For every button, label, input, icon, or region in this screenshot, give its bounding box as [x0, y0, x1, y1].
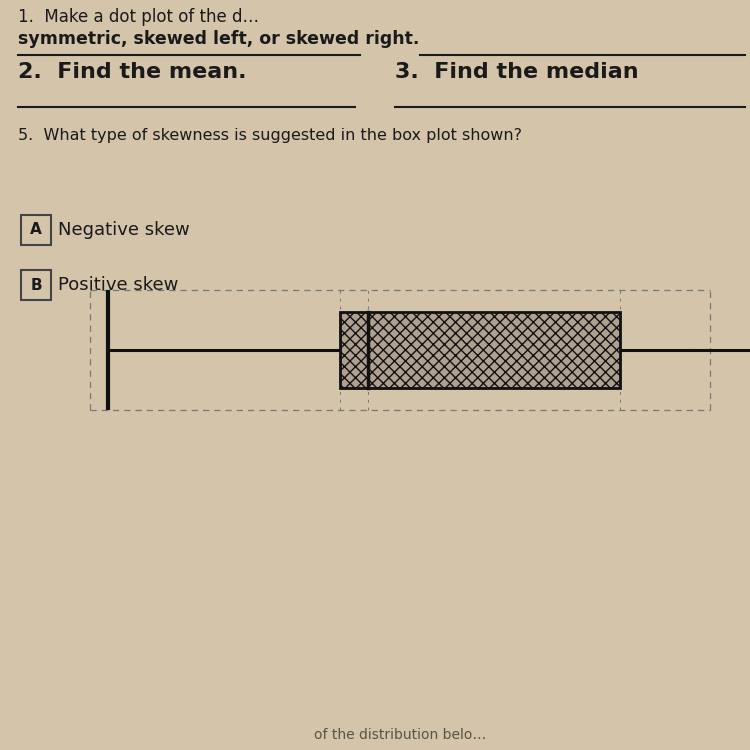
Text: B: B	[30, 278, 42, 292]
Text: 3.  Find the median: 3. Find the median	[395, 62, 638, 82]
Text: A: A	[30, 223, 42, 238]
FancyBboxPatch shape	[21, 270, 51, 300]
Text: 5.  What type of skewness is suggested in the box plot shown?: 5. What type of skewness is suggested in…	[18, 128, 522, 143]
Text: 2.  Find the mean.: 2. Find the mean.	[18, 62, 247, 82]
Text: 1.  Make a dot plot of the d…: 1. Make a dot plot of the d…	[18, 8, 259, 26]
Bar	[340, 312, 620, 388]
Text: symmetric, skewed left, or skewed right.: symmetric, skewed left, or skewed right.	[18, 30, 419, 48]
Text: of the distribution belo…: of the distribution belo…	[314, 728, 486, 742]
FancyBboxPatch shape	[21, 215, 51, 245]
Text: Positive skew: Positive skew	[58, 276, 178, 294]
Text: Negative skew: Negative skew	[58, 221, 190, 239]
